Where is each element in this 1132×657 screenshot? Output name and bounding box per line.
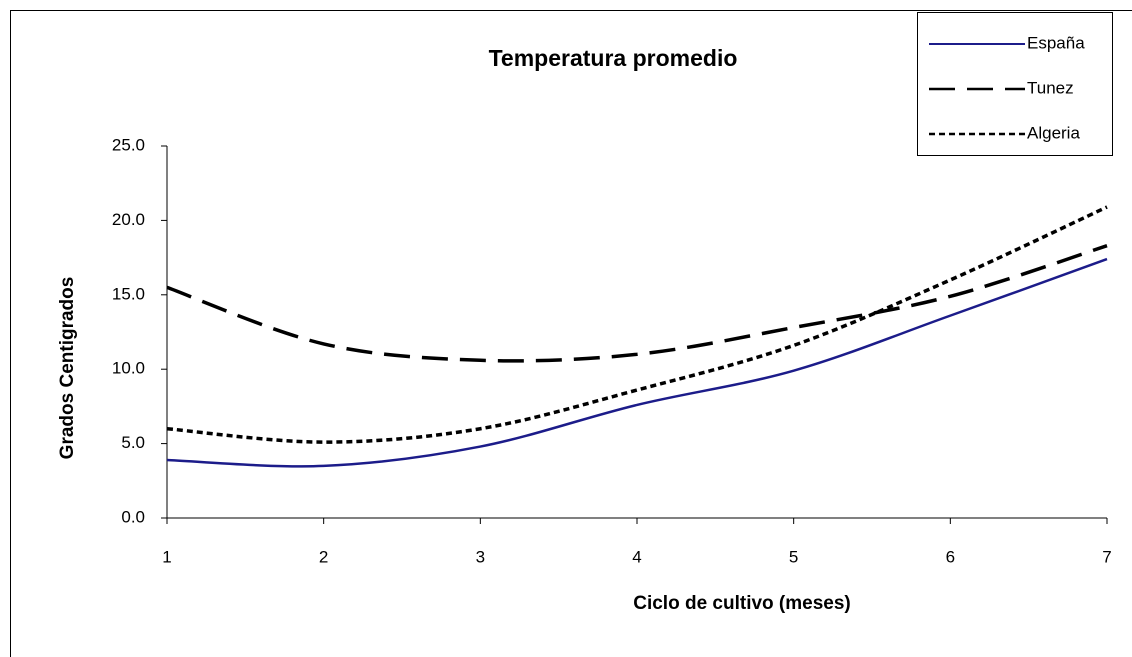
y-tick-label: 0.0 (121, 507, 145, 526)
y-tick-label: 20.0 (112, 210, 145, 229)
x-tick-label: 6 (946, 547, 955, 566)
legend-label: Algeria (1027, 123, 1080, 142)
x-tick-label: 1 (162, 547, 171, 566)
chart-frame (10, 10, 1132, 657)
y-tick-label: 5.0 (121, 433, 145, 452)
series-line (166, 257, 1108, 468)
x-tick-label: 2 (319, 547, 328, 566)
y-tick-label: 25.0 (112, 135, 145, 154)
x-tick-label: 3 (476, 547, 485, 566)
legend-label: Tunez (1027, 78, 1074, 97)
legend-label: España (1027, 33, 1085, 52)
x-tick-label: 7 (1102, 547, 1111, 566)
chart-title: Temperatura promedio (489, 45, 738, 71)
x-tick-label: 5 (789, 547, 798, 566)
x-axis-title: Ciclo de cultivo (meses) (633, 593, 851, 614)
x-tick-label: 4 (632, 547, 641, 566)
y-tick-label: 15.0 (112, 284, 145, 303)
y-tick-label: 10.0 (112, 359, 145, 378)
legend-box (917, 12, 1113, 156)
series-line (166, 205, 1108, 444)
series-line (166, 244, 1108, 363)
y-axis-title: Grados Centigrados (57, 277, 78, 460)
